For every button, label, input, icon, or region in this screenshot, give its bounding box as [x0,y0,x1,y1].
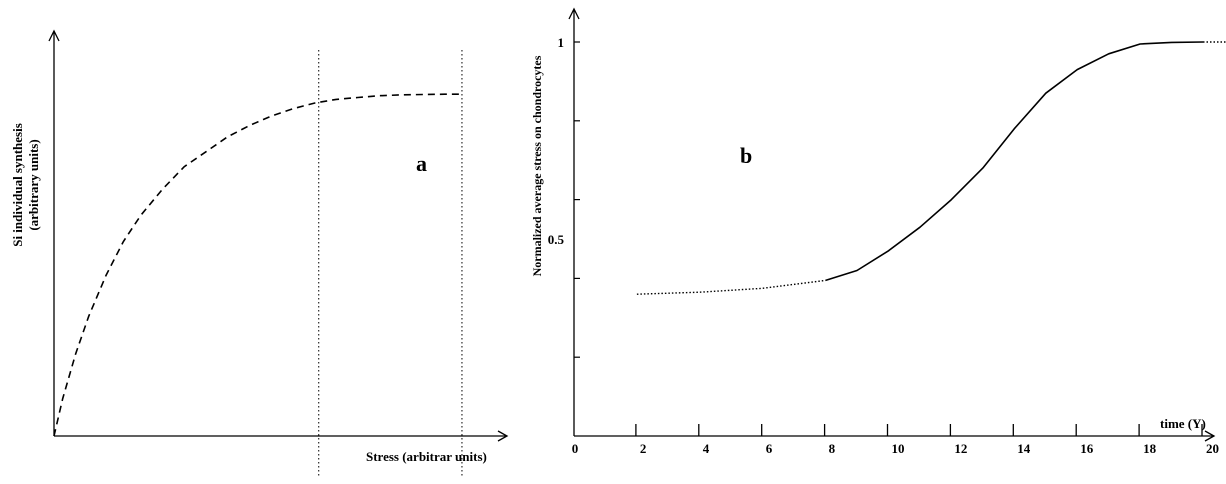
panel-b-y-tick-label-1: 1 [558,35,565,50]
panel-b-x-tick-label-8: 16 [1080,441,1094,456]
panel-b-y-axis-label: Normalized average stress on chondrocyte… [530,55,544,276]
panel-b-label: b [740,143,752,168]
panel-b-x-tick-label-10: 20 [1206,441,1219,456]
panel-a-axes [48,29,509,442]
panel-a-vertical-markers [318,50,463,478]
panel-b-axes [568,7,1216,442]
panel-a-y-axis-label: Si individual synthesis [10,123,25,247]
panel-a-y-axis-arrow [48,29,60,42]
panel-b-x-tick-label-2: 4 [703,441,710,456]
panel-a: a Stress (arbitrar units) Si individual … [10,29,509,478]
panel-a-x-axis-label: Stress (arbitrar units) [366,449,487,464]
panel-a-y-axis-units: (arbitrary units) [26,139,41,230]
panel-a-x-axis-arrow [497,430,509,442]
panel-b-x-tick-label-9: 18 [1143,441,1157,456]
panel-b-x-axis-arrow [1204,430,1216,442]
panel-b-x-tick-label-5: 10 [892,441,905,456]
panel-a-series [53,93,462,437]
panel-b-series-line-1 [825,41,1204,282]
panel-b-y-tick-label-0: 0.5 [548,232,565,247]
panel-b-y-axis-arrow [568,7,580,20]
panel-b: 0.510 2 4 6 8 10 12 14 16 18 20 b time (Y) Normali… [530,7,1226,456]
panel-a-series-line-0 [53,93,462,437]
panel-b-x-tick-label-0: 0 [572,441,579,456]
panel-b-x-axis-label: time (Y) [1160,416,1206,431]
panel-b-x-tick-label-7: 14 [1017,441,1031,456]
panel-b-series [636,41,1226,295]
panel-a-label: a [416,151,427,176]
panel-b-x-tick-label-3: 6 [766,441,773,456]
panel-b-x-tick-label-6: 12 [954,441,967,456]
panel-b-ticks: 0.510 2 4 6 8 10 12 14 16 18 20 [548,35,1219,456]
panel-b-series-line-0 [636,279,826,295]
panel-b-x-tick-label-1: 2 [640,441,647,456]
panel-b-x-tick-label-4: 8 [829,441,836,456]
